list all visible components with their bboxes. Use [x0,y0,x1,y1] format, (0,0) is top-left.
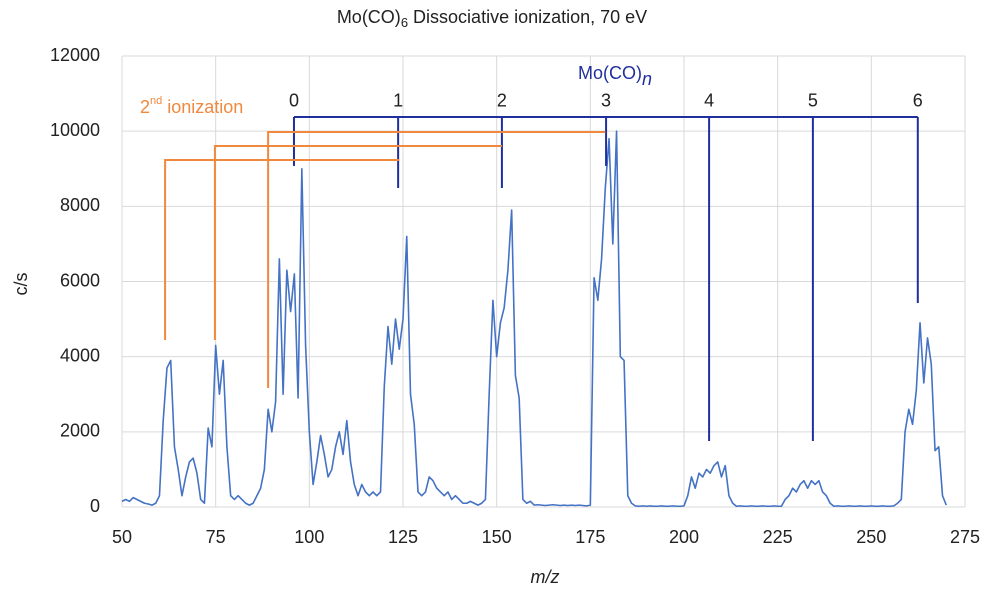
y-tick-label: 12000 [50,45,100,65]
x-tick-label: 275 [950,527,980,547]
marker-label: 2 [497,91,507,111]
y-tick-label: 8000 [60,195,100,215]
y-tick-label: 0 [90,496,100,516]
marker-label: 6 [913,91,923,111]
y-axis-label: c/s [11,272,31,295]
y-tick-label: 10000 [50,120,100,140]
y-tick-label: 2000 [60,421,100,441]
y-tick-label: 4000 [60,345,100,365]
annotation-part: 2 [140,97,150,117]
grid [121,55,966,508]
second-ionization-line [267,130,606,388]
x-tick-label: 150 [482,527,512,547]
marker-label: 0 [289,91,299,111]
series-annotation: Mo(CO)n [578,63,652,89]
marker-label: 4 [704,91,714,111]
title-part: Mo(CO) [337,7,401,27]
x-axis-label: m/z [531,567,560,587]
x-tick-label: 250 [856,527,886,547]
annotation-part: Mo(CO) [578,63,642,83]
title-subscript: 6 [401,15,408,30]
spectrum-line [121,130,948,508]
x-tick-label: 225 [763,527,793,547]
x-tick-label: 175 [575,527,605,547]
marker-label: 1 [393,91,403,111]
marker-label: 3 [601,91,611,111]
x-tick-label: 125 [388,527,418,547]
y-tick-label: 6000 [60,270,100,290]
second-ionization-line [213,144,502,340]
annotation-superscript: nd [150,95,162,107]
annotation-subscript: n [642,69,652,89]
annotation-part: ionization [162,97,243,117]
x-tick-label: 50 [112,527,132,547]
x-tick-label: 75 [206,527,226,547]
marker-label: 5 [808,91,818,111]
chart-title: Mo(CO)6 Dissociative ionization, 70 eV [337,7,647,31]
x-tick-label: 100 [294,527,324,547]
x-tick-label: 200 [669,527,699,547]
title-part: Dissociative ionization, 70 eV [408,7,647,27]
second-ionization-line [164,158,400,340]
second-ionization-label: 2nd ionization [140,95,243,117]
